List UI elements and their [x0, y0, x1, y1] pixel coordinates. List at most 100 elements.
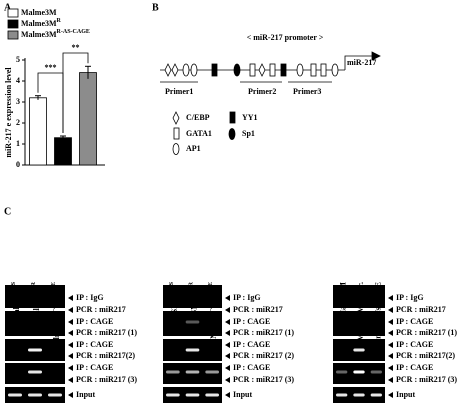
row-pointer	[388, 307, 393, 313]
significance-bracket	[62, 52, 89, 134]
primer-label: Primer1	[165, 87, 193, 96]
row-pointer	[388, 377, 393, 383]
panel-label: A	[4, 2, 12, 13]
row-pointer	[225, 377, 230, 383]
row-label: Input	[76, 390, 95, 399]
row-pointer	[68, 342, 73, 348]
legend-label: Malme3MR-AS-CAGE	[21, 29, 90, 38]
column-label-sup: R	[189, 281, 195, 286]
gel-strip	[333, 285, 385, 308]
column-label: Malme3MS	[11, 281, 20, 321]
gel-band	[353, 370, 365, 374]
column-label-sup: R	[31, 281, 37, 286]
row-pointer	[388, 330, 393, 336]
row-label: PCR : miR217 (3)	[76, 375, 137, 384]
row-pointer	[388, 342, 393, 348]
column-label-suffix: /siCAGE	[373, 282, 382, 314]
gene-label: miR-217	[347, 58, 376, 67]
panel-label: C	[4, 206, 11, 217]
legend-label-base: Malme3M	[21, 8, 57, 17]
column-label-sup: R	[355, 300, 361, 305]
column-label: Malme3M	[338, 282, 347, 318]
row-pointer	[388, 365, 393, 371]
row-pointer	[388, 353, 393, 359]
gel-band	[370, 393, 382, 397]
gel-band	[370, 370, 382, 374]
row-pointer	[388, 295, 393, 301]
y-tick-label: 4	[16, 76, 20, 85]
legend-label: Malme3MR	[21, 18, 62, 27]
row-pointer	[68, 295, 73, 301]
gel-strip	[333, 311, 385, 336]
y-tick-label: 1	[16, 139, 20, 148]
row-pointer	[388, 392, 393, 398]
column-label-sup: R-AS-CAGE	[209, 282, 215, 315]
column-label-base: Malme3M	[338, 282, 347, 318]
column-label-sup: R	[373, 312, 379, 317]
bar	[54, 137, 72, 166]
column-label: SNU387S	[169, 281, 178, 313]
column-label: Malme3MR-AS-CAGE	[51, 282, 60, 351]
row-label: PCR : miR217 (1)	[76, 328, 137, 337]
bar	[79, 72, 97, 166]
row-label: PCR : miR217	[233, 305, 283, 314]
row-label: PCR : miR217(2)	[76, 351, 135, 360]
legend-label-sup: R-AS-CAGE	[57, 29, 90, 35]
legend-label: AP1	[186, 144, 201, 153]
row-pointer	[68, 307, 73, 313]
legend-swatch	[7, 8, 19, 18]
y-tick-label: 3	[16, 97, 20, 106]
y-tick-label: 2	[16, 118, 20, 127]
gel-band	[8, 393, 22, 397]
row-label: IP : CAGE	[396, 363, 433, 372]
gel-band	[353, 393, 365, 397]
row-label: PCR : miR217 (1)	[233, 328, 294, 337]
column-label-base: SNU387	[209, 315, 218, 343]
gel-band	[353, 348, 365, 352]
row-pointer	[68, 319, 73, 325]
row-label: PCR : miR217 (3)	[233, 375, 294, 384]
gel-band	[185, 370, 200, 374]
column-label-base: SNU387	[170, 285, 179, 313]
row-label: PCR : miR217 (1)	[396, 328, 457, 337]
gel-band	[185, 393, 200, 397]
row-label: IP : CAGE	[396, 317, 433, 326]
row-pointer	[225, 342, 230, 348]
primer-label: Primer3	[293, 87, 321, 96]
row-pointer	[68, 353, 73, 359]
row-label: IP : CAGE	[76, 317, 113, 326]
row-pointer	[225, 330, 230, 336]
gel-band	[205, 393, 219, 397]
row-label: IP : CAGE	[76, 363, 113, 372]
column-label: SNU387R	[189, 281, 198, 314]
legend-label: YY1	[242, 113, 258, 122]
legend-label-base: Malme3M	[21, 19, 57, 28]
row-label: PCR : miR217	[76, 305, 126, 314]
y-tick-label: 0	[16, 160, 20, 169]
gel-strip	[5, 285, 65, 308]
row-pointer	[68, 392, 73, 398]
y-tick-label: 5	[16, 55, 20, 64]
legend-label: GATA1	[186, 129, 212, 138]
primer-label: Primer2	[248, 87, 276, 96]
gel-band	[336, 370, 348, 374]
legend-label: Malme3M	[21, 8, 57, 17]
legend-label: C/EBP	[186, 113, 210, 122]
row-label: PCR : miR217 (2)	[233, 351, 294, 360]
column-label: Malme3MR / Scr.	[355, 282, 364, 341]
row-pointer	[68, 377, 73, 383]
row-pointer	[68, 330, 73, 336]
row-label: IP : IgG	[233, 293, 261, 302]
legend-label-sup: R	[57, 18, 62, 24]
row-pointer	[388, 319, 393, 325]
gel-band	[185, 348, 200, 352]
row-label: IP : IgG	[76, 293, 104, 302]
row-pointer	[225, 307, 230, 313]
row-pointer	[225, 319, 230, 325]
row-label: PCR : miR217	[396, 305, 446, 314]
column-label-base: Malme3M	[52, 315, 61, 351]
row-pointer	[68, 365, 73, 371]
row-label: IP : CAGE	[233, 340, 270, 349]
gel-band	[166, 370, 180, 374]
